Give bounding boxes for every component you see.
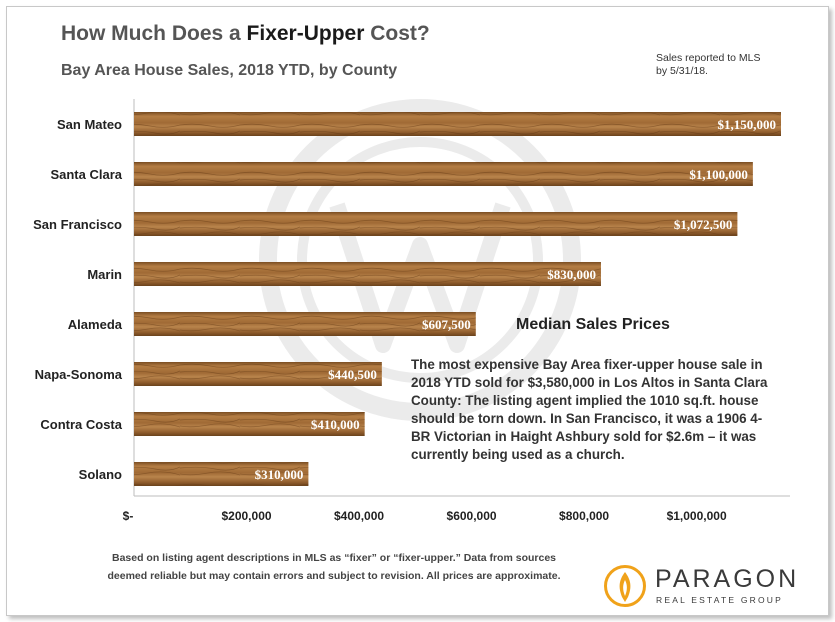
bar-grain (134, 312, 476, 336)
bar-grain (134, 262, 601, 286)
title-prefix: How Much Does a (61, 22, 247, 45)
watermark-logo-icon (259, 99, 581, 421)
bar-santa-clara (134, 162, 753, 186)
x-tick-label: $800,000 (559, 509, 609, 523)
bar-grain (134, 462, 309, 486)
paragon-logo: PARAGON REAL ESTATE GROUP (603, 564, 813, 608)
x-tick-label: $600,000 (447, 509, 497, 523)
data-label-santa-clara: $1,100,000 (689, 167, 748, 182)
data-note: Sales reported to MLS by 5/31/18. (656, 52, 761, 77)
data-label-napa-sonoma: $440,500 (328, 367, 377, 382)
title-emphasis: Fixer-Upper (246, 22, 365, 45)
logo-tagline: REAL ESTATE GROUP (656, 595, 783, 605)
bar-grain (134, 112, 781, 136)
bar-marin (134, 262, 601, 286)
bar-contra-costa (134, 412, 365, 436)
chart-title: How Much Does a Fixer-Upper Cost? (61, 22, 430, 46)
bar-grain (134, 412, 365, 436)
footnote: Based on listing agent descriptions in M… (64, 549, 604, 585)
data-label-san-francisco: $1,072,500 (674, 217, 733, 232)
category-label-napa-sonoma: Napa-Sonoma (35, 367, 123, 382)
data-label-san-mateo: $1,150,000 (718, 117, 777, 132)
category-label-marin: Marin (87, 267, 122, 282)
bar-grain (134, 212, 738, 236)
callout-text: The most expensive Bay Area fixer-upper … (411, 357, 768, 462)
category-label-solano: Solano (79, 467, 122, 482)
category-label-san-mateo: San Mateo (57, 117, 122, 132)
x-tick-label: $- (123, 509, 134, 523)
x-tick-label: $400,000 (334, 509, 384, 523)
footnote-line-1: Based on listing agent descriptions in M… (111, 552, 556, 564)
bar-grain (134, 362, 382, 386)
category-label-contra-costa: Contra Costa (40, 417, 122, 432)
title-suffix: Cost? (364, 22, 430, 45)
bar-napa-sonoma (134, 362, 382, 386)
bar-solano (134, 462, 309, 486)
data-label-contra-costa: $410,000 (311, 417, 360, 432)
flame-logo-icon (604, 565, 646, 607)
bar-grain (134, 162, 753, 186)
data-label-solano: $310,000 (255, 467, 304, 482)
chart-series-title: Median Sales Prices (516, 316, 670, 333)
category-label-san-francisco: San Francisco (33, 217, 122, 232)
bar-san-francisco (134, 212, 738, 236)
category-label-alameda: Alameda (68, 317, 123, 332)
x-tick-label: $1,000,000 (667, 509, 727, 523)
data-label-marin: $830,000 (547, 267, 596, 282)
bar-san-mateo (134, 112, 781, 136)
logo-name: PARAGON (655, 565, 800, 593)
category-label-santa-clara: Santa Clara (50, 167, 122, 182)
x-tick-label: $200,000 (221, 509, 271, 523)
footnote-line-2: deemed reliable but may contain errors a… (107, 570, 561, 582)
data-label-alameda: $607,500 (422, 317, 471, 332)
chart-subtitle: Bay Area House Sales, 2018 YTD, by Count… (61, 62, 398, 79)
bar-alameda (134, 312, 476, 336)
